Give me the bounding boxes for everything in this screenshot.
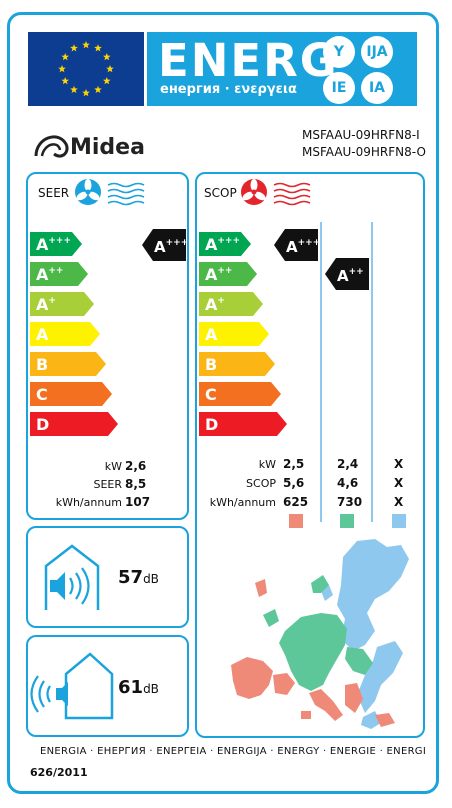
heating-annual-label: kWh/annum xyxy=(209,496,276,509)
cooling-kw-label: kW xyxy=(104,460,122,473)
heating-annual-warm: 625 xyxy=(283,495,309,509)
eu-star xyxy=(61,77,69,85)
eu-star xyxy=(58,65,66,73)
outdoor-noise-unit: dB xyxy=(143,682,159,696)
cooling-annual-label: kWh/annum xyxy=(55,496,122,509)
model-indoor: MSFAAU-09HRFN8-I xyxy=(302,128,420,142)
eu-star xyxy=(103,53,111,61)
label-frame xyxy=(7,12,439,794)
seer-class-2: A+ xyxy=(30,292,94,316)
outdoor-noise-panel xyxy=(26,635,189,737)
cooling-kw-value: 2,6 xyxy=(125,459,147,473)
scop-rating-average-arrow: A++ xyxy=(325,258,369,290)
regulation-number: 626/2011 xyxy=(30,766,88,779)
outdoor-house-speaker-icon xyxy=(30,652,114,720)
lang-badge-ia: IA xyxy=(361,72,393,104)
heating-scop-label: SCOP xyxy=(246,477,276,490)
seer-rating-arrow: A+++ xyxy=(142,229,187,261)
svg-text:B: B xyxy=(205,355,217,374)
cooling-fan-icon xyxy=(75,179,145,206)
eu-stars-icon xyxy=(58,41,114,97)
eu-star xyxy=(70,44,78,52)
scop-class-4: B xyxy=(199,352,275,376)
lang-badge-y: Y xyxy=(323,36,355,68)
heating-scop-average: 4,6 xyxy=(337,476,359,490)
scop-class-6: D xyxy=(199,412,287,436)
indoor-noise-value: 57dB xyxy=(118,567,159,588)
warm-zone-swatch xyxy=(289,514,303,528)
heating-kw-average: 2,4 xyxy=(337,457,359,471)
column-divider-1 xyxy=(320,222,322,522)
heating-annual-average: 730 xyxy=(337,495,363,509)
indoor-noise-panel xyxy=(26,526,189,628)
seer-class-1: A++ xyxy=(30,262,88,286)
heating-panel xyxy=(195,172,425,738)
eu-star xyxy=(61,53,69,61)
svg-text:A: A xyxy=(36,325,49,344)
eu-star xyxy=(103,77,111,85)
outdoor-noise-value: 61dB xyxy=(118,677,159,698)
svg-text:C: C xyxy=(205,385,217,404)
heating-fan-icon xyxy=(241,179,311,206)
svg-text:D: D xyxy=(205,415,218,434)
eu-star xyxy=(94,44,102,52)
svg-text:D: D xyxy=(36,415,49,434)
seer-class-4: B xyxy=(30,352,106,376)
seer-class-6: D xyxy=(30,412,118,436)
heating-scop-warm: 5,6 xyxy=(283,476,305,490)
scop-rating-average: A++ xyxy=(325,258,369,290)
scop-rating-warm-arrow: A+++ xyxy=(274,229,319,261)
svg-text:C: C xyxy=(36,385,48,404)
eu-star xyxy=(106,65,114,73)
heating-kw-warm: 2,5 xyxy=(283,457,305,471)
lang-badge-ie: IE xyxy=(323,72,355,104)
midea-swirl-icon xyxy=(34,135,69,158)
scop-class-1: A++ xyxy=(199,262,257,286)
eu-star xyxy=(82,89,90,97)
scop-class-3: A xyxy=(199,322,269,346)
seer-class-0: A+++ xyxy=(30,232,82,256)
midea-wordmark: Midea xyxy=(70,135,145,160)
eu-star xyxy=(70,85,78,93)
indoor-house-speaker-icon xyxy=(44,544,100,610)
svg-text:A: A xyxy=(205,325,218,344)
seer-class-3: A xyxy=(30,322,100,346)
heating-annual-cold: X xyxy=(394,495,404,509)
footer-languages: ENERGIA · ЕНЕРГИЯ · ΕΝΕΡΓΕΙΑ · ENERGIJA … xyxy=(40,746,427,757)
cooling-seer-label: SEER xyxy=(93,478,122,491)
scop-class-0: A+++ xyxy=(199,232,251,256)
indoor-noise-unit: dB xyxy=(143,572,159,586)
model-outdoor: MSFAAU-09HRFN8-O xyxy=(302,145,426,159)
cooling-annual-value: 107 xyxy=(125,495,151,509)
lang-badge-ija: IJA xyxy=(361,36,393,68)
scop-title: SCOP xyxy=(204,186,237,200)
midea-logo: Midea xyxy=(32,126,172,162)
eu-star xyxy=(82,41,90,49)
scop-class-5: C xyxy=(199,382,281,406)
scop-rating-warm: A+++ xyxy=(274,229,319,261)
seer-title: SEER xyxy=(38,186,70,200)
energy-title: ENERG xyxy=(158,34,339,87)
seer-class-5: C xyxy=(30,382,112,406)
cooling-seer-value: 8,5 xyxy=(125,477,147,491)
seer-rating: A+++ xyxy=(142,229,187,261)
heating-kw-label: kW xyxy=(258,458,276,471)
cold-zone-swatch xyxy=(392,514,406,528)
energy-subtitle: енергия · ενεργεια xyxy=(160,82,297,97)
scop-class-2: A+ xyxy=(199,292,263,316)
heating-kw-cold: X xyxy=(394,457,404,471)
eu-star xyxy=(94,85,102,93)
europe-climate-map xyxy=(231,539,409,729)
heating-scop-cold: X xyxy=(394,476,404,490)
average-zone-swatch xyxy=(340,514,354,528)
svg-text:B: B xyxy=(36,355,48,374)
eu-flag xyxy=(28,32,144,106)
cooling-panel xyxy=(26,172,189,520)
column-divider-2 xyxy=(371,222,373,522)
